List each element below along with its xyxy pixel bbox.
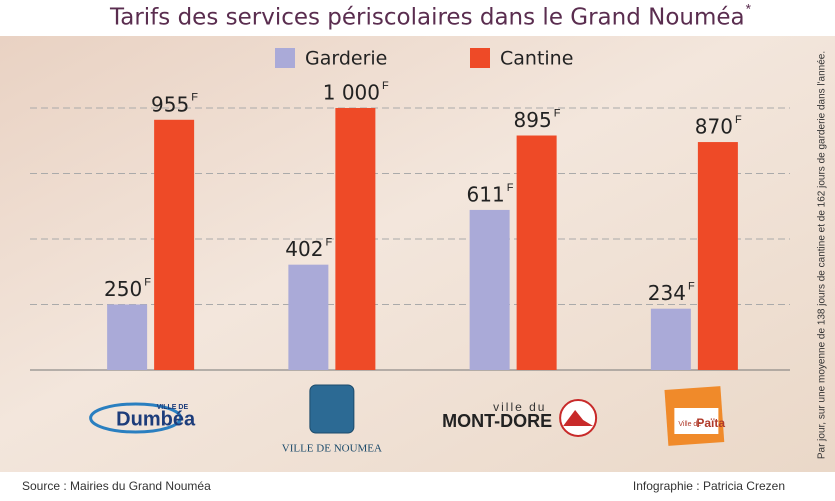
bar (288, 264, 329, 370)
bar (697, 142, 738, 370)
title-mark: * (746, 1, 752, 17)
value-unit: F (144, 276, 151, 288)
value-label: 955 (151, 92, 189, 116)
logo-prefix: Ville de (678, 421, 701, 428)
bar (516, 135, 557, 370)
x-tick-label: VILLE DE NOUMEA (282, 443, 382, 455)
value-unit: F (507, 182, 514, 194)
legend-swatch (470, 48, 490, 68)
chart-title: Tarifs des services périscolaires dans l… (109, 5, 745, 31)
bar (154, 119, 195, 370)
x-tick-label: MONT-DORE (442, 411, 552, 431)
value-label: 870 (695, 115, 733, 139)
value-label: 611 (467, 182, 505, 206)
value-unit: F (688, 281, 695, 293)
value-label: 895 (514, 108, 552, 132)
bar (469, 209, 510, 370)
footnote: Par jour, sur une moyenne de 138 jours d… (817, 51, 828, 459)
legend-label: Garderie (305, 48, 387, 70)
logo-shield (309, 384, 355, 434)
legend-swatch (275, 48, 295, 68)
bar (107, 304, 148, 370)
value-unit: F (735, 114, 742, 126)
bar (650, 308, 691, 370)
logo-prefix: ville du (493, 400, 546, 414)
logo-prefix: VILLE DE (157, 404, 189, 411)
value-unit: F (325, 237, 332, 249)
logo-mountain (563, 410, 594, 426)
value-label: 402 (285, 237, 323, 261)
x-tick-label: Païta (696, 416, 725, 430)
value-label: 1 000 (323, 81, 380, 105)
value-label: 250 (104, 277, 142, 301)
logo-swoosh (89, 402, 183, 434)
value-label: 234 (648, 281, 686, 305)
x-tick-label: Dumbéa (116, 408, 196, 430)
value-unit: F (191, 92, 198, 104)
credit: Infographie : Patricia Crezen (633, 479, 785, 493)
value-unit: F (554, 107, 561, 119)
source: Source : Mairies du Grand Nouméa (22, 479, 211, 493)
value-unit: F (382, 80, 389, 92)
logo-inner (674, 408, 719, 434)
legend-label: Cantine (500, 48, 573, 70)
bar (335, 108, 376, 370)
